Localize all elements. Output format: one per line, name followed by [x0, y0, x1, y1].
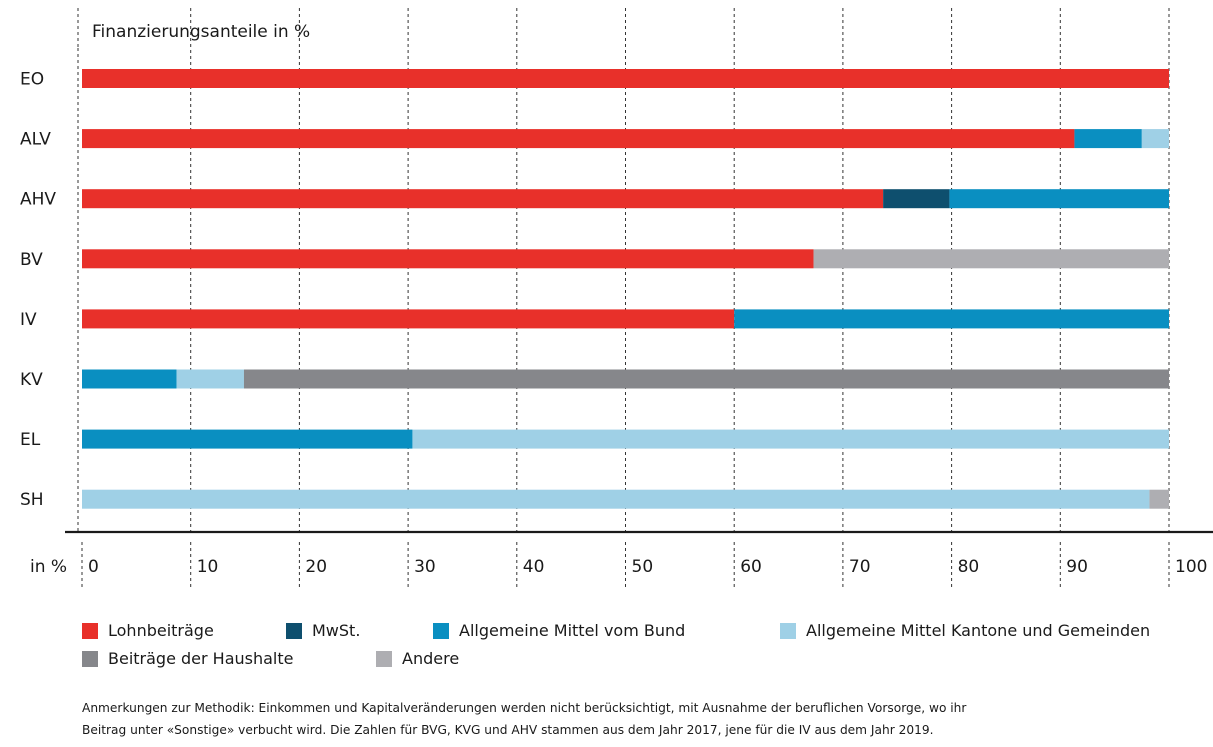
- category-label: EO: [20, 70, 44, 90]
- x-tick-label: 90: [1066, 557, 1088, 577]
- x-tick-label: 30: [414, 557, 436, 577]
- bar-segment: [82, 429, 413, 449]
- x-tick-label: 50: [632, 557, 654, 577]
- bar-segment: [883, 189, 950, 209]
- x-tick-label: 100: [1175, 557, 1207, 577]
- legend-item-haushalte: Beiträge der Haushalte: [82, 645, 294, 673]
- legend-item-andere: Andere: [376, 645, 459, 673]
- x-tick-label: 60: [740, 557, 762, 577]
- x-tick-label: 0: [88, 557, 99, 577]
- bar-segment: [1074, 129, 1142, 149]
- category-label: KV: [20, 370, 43, 390]
- x-tick-label: 10: [197, 557, 219, 577]
- bar-segment: [82, 129, 1075, 149]
- bar-segment: [82, 309, 735, 329]
- bar-segment: [82, 69, 1169, 88]
- note-line: Anmerkungen zur Methodik: Einkommen und …: [82, 701, 967, 715]
- bar-segment: [82, 369, 177, 389]
- legend-swatch: [286, 623, 302, 639]
- category-label: ALV: [20, 130, 51, 150]
- legend-label: Allgemeine Mittel Kantone und Gemeinden: [806, 621, 1151, 640]
- legend-item-bund: Allgemeine Mittel vom Bund: [433, 617, 685, 645]
- bar-segment: [1141, 129, 1169, 149]
- bar-segment: [1149, 489, 1169, 509]
- bar-segment: [734, 309, 1169, 329]
- legend-swatch: [433, 623, 449, 639]
- bar-segment: [82, 249, 814, 269]
- category-label: AHV: [20, 190, 56, 210]
- legend-swatch: [82, 623, 98, 639]
- bar-segment: [813, 249, 1169, 269]
- bar-segment: [176, 369, 244, 389]
- x-tick-label: 70: [849, 557, 871, 577]
- category-label: EL: [20, 430, 41, 450]
- legend-item-kantone-gemeinden: Allgemeine Mittel Kantone und Gemeinden: [780, 617, 1150, 645]
- category-label: BV: [20, 250, 43, 270]
- methodology-note: Anmerkungen zur Methodik: Einkommen und …: [82, 697, 1192, 741]
- legend-item-mwst: MwSt.: [286, 617, 360, 645]
- legend-label: Lohnbeiträge: [108, 621, 214, 640]
- chart-title: Finanzierungsanteile in %: [92, 22, 310, 42]
- bar-segment: [412, 429, 1169, 449]
- x-tick-label: 40: [523, 557, 545, 577]
- bar-segment: [949, 189, 1169, 209]
- x-tick-label: 80: [958, 557, 980, 577]
- legend-label: Allgemeine Mittel vom Bund: [459, 621, 686, 640]
- category-label: IV: [20, 310, 37, 330]
- stacked-bar-chart: Finanzierungsanteile in % EO ALV AHV BV IV KV E…: [20, 8, 1213, 590]
- legend-label: MwSt.: [312, 621, 361, 640]
- bar-segment: [82, 189, 884, 209]
- legend-label: Andere: [402, 649, 460, 668]
- x-tick-label: 20: [305, 557, 327, 577]
- legend-swatch: [376, 651, 392, 667]
- legend-item-lohnbeitraege: Lohnbeiträge: [82, 617, 214, 645]
- legend-label: Beiträge der Haushalte: [108, 649, 294, 668]
- bar-segment: [82, 489, 1150, 509]
- legend-swatch: [82, 651, 98, 667]
- note-line: Beitrag unter «Sonstige» verbucht wird. …: [82, 723, 934, 737]
- legend-swatch: [780, 623, 796, 639]
- category-label: SH: [20, 490, 44, 510]
- x-axis-label: in %: [30, 557, 67, 577]
- bar-segment: [243, 369, 1169, 389]
